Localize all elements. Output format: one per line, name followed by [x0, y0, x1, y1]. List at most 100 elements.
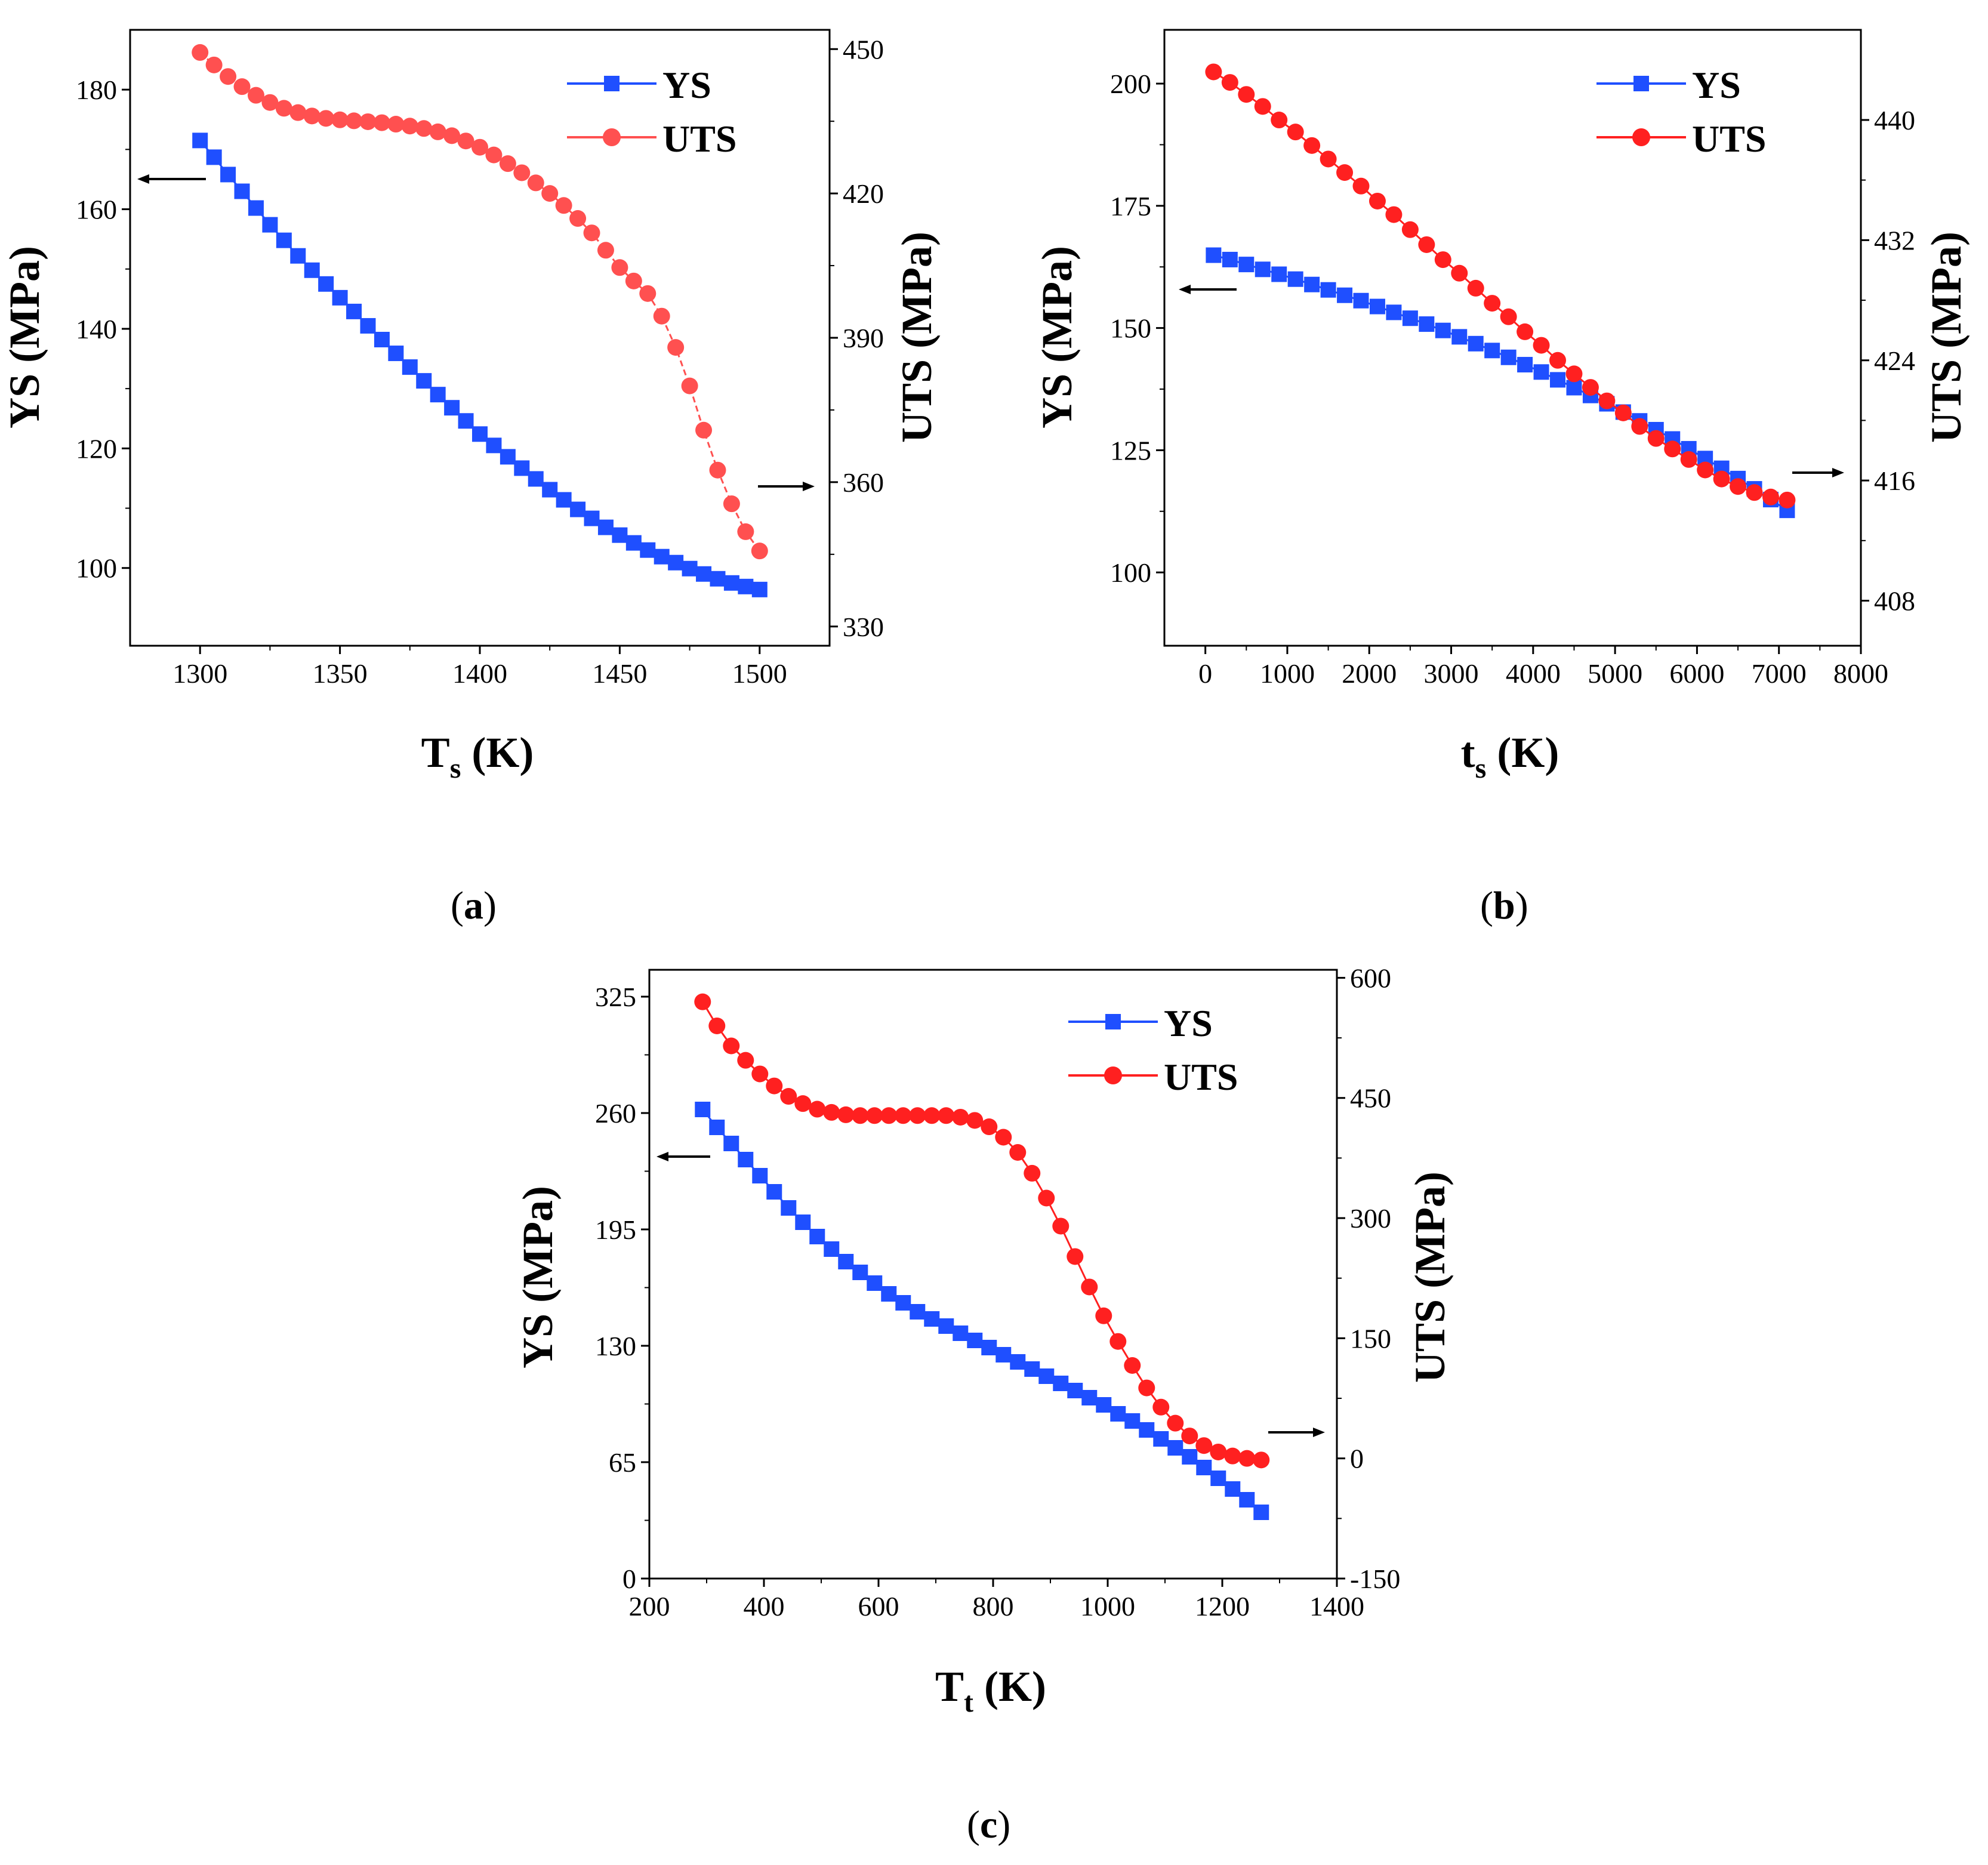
x-tick-label: 8000	[1833, 658, 1888, 689]
ys-point	[795, 1214, 811, 1230]
chart-panel-a: 1300 1350 1400 1450 1500 100 120 140 160 180 330 36…	[1, 29, 941, 784]
x-tick-label: 0	[1198, 658, 1212, 689]
ys-point	[500, 449, 516, 465]
series-ys	[1206, 247, 1795, 519]
uts-point	[981, 1118, 998, 1136]
ys-point	[1153, 1431, 1169, 1447]
uts-point	[373, 114, 390, 131]
uts-point	[809, 1100, 826, 1118]
uts-point	[966, 1112, 984, 1129]
y-right-tick-label: 450	[843, 34, 884, 64]
uts-point	[1746, 484, 1763, 501]
ys-point	[709, 1120, 725, 1135]
legend-label-uts: UTS	[662, 118, 737, 160]
uts-point	[709, 461, 726, 479]
uts-point	[1287, 124, 1304, 141]
ys-point	[995, 1347, 1012, 1362]
x-tick-label: 1350	[313, 658, 368, 689]
ys-point	[723, 575, 739, 591]
uts-point	[852, 1107, 869, 1124]
x-tick-label: 1000	[1260, 658, 1315, 689]
y-left-tick-label: 0	[622, 1564, 636, 1594]
y-left-axis-label: YS (MPa)	[1, 246, 48, 429]
uts-point	[1779, 491, 1796, 508]
uts-point	[895, 1107, 912, 1124]
ys-point	[597, 519, 614, 535]
uts-point	[880, 1107, 898, 1124]
ys-point	[910, 1304, 926, 1320]
uts-point	[695, 421, 713, 439]
x-tick-label: 200	[629, 1591, 670, 1622]
legend-marker-ys	[604, 76, 619, 91]
uts-point	[485, 146, 503, 164]
uts-point	[837, 1106, 855, 1123]
y-right-tick-label: 390	[843, 323, 884, 353]
legend-marker-ys	[1105, 1014, 1121, 1029]
ys-point	[1225, 1481, 1241, 1497]
uts-point	[1009, 1144, 1027, 1161]
uts-point	[1451, 264, 1468, 282]
uts-point	[289, 104, 307, 121]
uts-point	[1713, 470, 1730, 488]
uts-point	[751, 1065, 769, 1083]
uts-point	[1336, 164, 1354, 181]
y-left-tick-label: 150	[1110, 313, 1151, 344]
uts-point	[1631, 418, 1648, 435]
y-right-tick-label: 408	[1874, 585, 1915, 616]
uts-point	[938, 1107, 955, 1124]
ys-point	[867, 1275, 883, 1291]
uts-point	[1181, 1428, 1198, 1445]
uts-point	[1167, 1414, 1184, 1432]
legend-label-ys: YS	[1692, 64, 1741, 106]
uts-point	[1152, 1398, 1170, 1416]
y-left-tick-label: 195	[595, 1214, 636, 1245]
ys-point	[1124, 1413, 1141, 1429]
ys-point	[668, 554, 684, 571]
ys-point	[1386, 304, 1402, 320]
ys-point	[1550, 372, 1566, 388]
y-left-tick-label: 125	[1110, 435, 1151, 466]
ys-point	[625, 535, 642, 551]
ys-point	[416, 373, 432, 389]
uts-point	[569, 210, 587, 227]
ys-point	[528, 471, 544, 487]
ys-point	[852, 1265, 868, 1280]
legend-marker-uts	[603, 128, 621, 146]
ys-point	[1167, 1440, 1183, 1456]
ys-point	[1451, 329, 1468, 345]
ys-point	[1533, 364, 1549, 380]
uts-point	[1730, 478, 1747, 495]
uts-point	[318, 110, 335, 127]
uts-point	[359, 113, 377, 130]
ys-point	[290, 248, 306, 264]
legend-label-ys: YS	[1164, 1002, 1213, 1044]
y-left-tick-label: 160	[76, 195, 117, 225]
uts-point	[952, 1108, 969, 1126]
uts-point	[1484, 295, 1501, 312]
ys-point	[1206, 247, 1222, 263]
ys-point	[1271, 266, 1287, 282]
uts-point	[401, 118, 418, 135]
ys-point	[1435, 322, 1451, 338]
ys-point	[262, 217, 278, 233]
ys-point	[472, 426, 488, 442]
ys-point	[1210, 1471, 1226, 1486]
uts-point	[1697, 461, 1714, 479]
uts-point	[275, 100, 292, 117]
ys-point	[612, 527, 628, 543]
uts-point	[1647, 430, 1665, 447]
uts-point	[1467, 279, 1484, 297]
ys-point	[751, 581, 768, 597]
y-right-axis-label: UTS (MPa)	[893, 232, 941, 443]
x-tick-label: 1450	[592, 658, 647, 689]
x-tick-label: 1200	[1195, 1591, 1250, 1622]
ys-point	[1320, 282, 1336, 298]
ys-point	[1222, 251, 1238, 267]
ys-point	[206, 149, 222, 165]
ys-point	[895, 1295, 911, 1311]
uts-point	[611, 259, 628, 276]
panel-label-c: (c)	[967, 1803, 1011, 1846]
uts-point	[541, 185, 559, 202]
x-tick-label: 6000	[1669, 658, 1724, 689]
ys-point	[953, 1325, 969, 1341]
